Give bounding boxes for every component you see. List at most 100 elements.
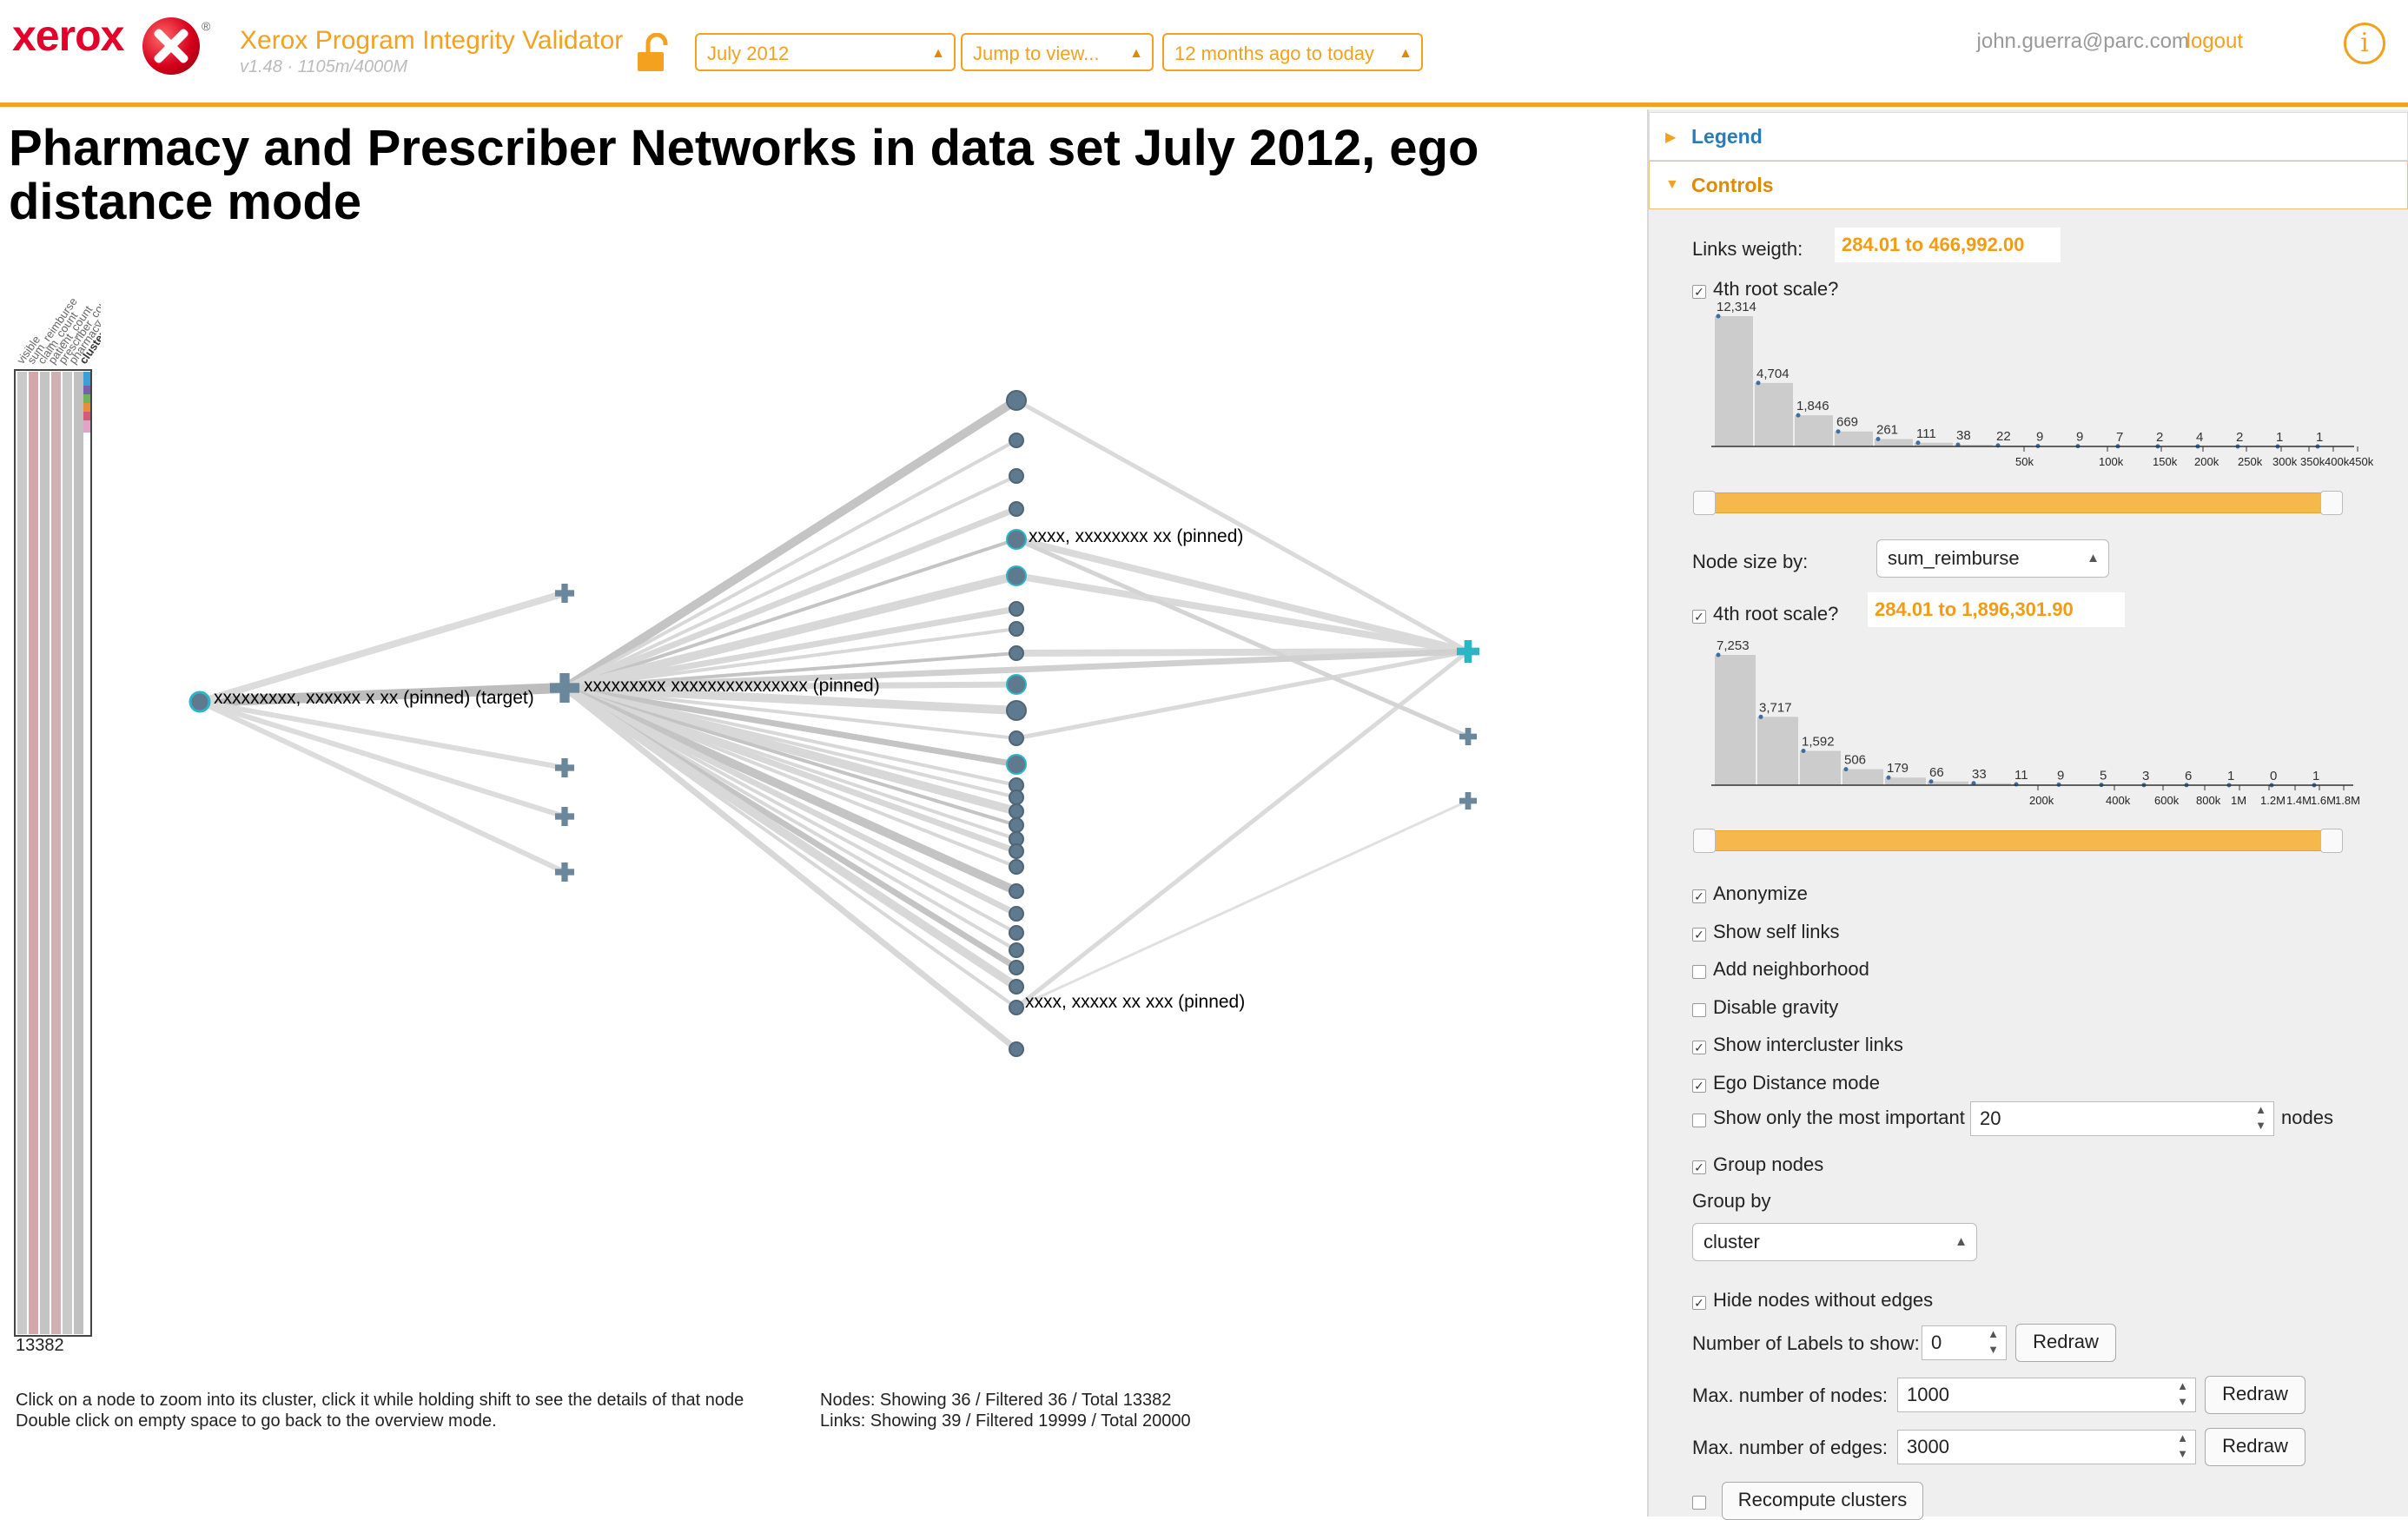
histogram-tick-label: 250k: [2238, 455, 2263, 468]
graph-link: [565, 688, 1016, 987]
histogram-count: 2: [2156, 430, 2163, 445]
pharmacy-node[interactable]: [555, 862, 574, 882]
app-header: xerox ® Xerox Program Integrity Validato…: [0, 0, 2408, 107]
node-size-select[interactable]: sum_reimburse ▲: [1876, 539, 2109, 578]
slider-max-handle[interactable]: [2320, 829, 2343, 853]
prescriber-node-label: xxxx, xxxxx xx xxx (pinned): [1025, 992, 1245, 1012]
recompute-clusters-checkbox[interactable]: [1692, 1496, 1706, 1510]
option-label: Disable gravity: [1713, 996, 1838, 1019]
pharmacy-node[interactable]: [555, 584, 574, 603]
pharmacy-node[interactable]: [555, 758, 574, 777]
node-root-scale-checkbox[interactable]: ✓: [1692, 610, 1706, 624]
prescriber-node[interactable]: [1009, 1001, 1023, 1014]
graph-nodes[interactable]: [190, 391, 1479, 1056]
histogram-count: 1,592: [1802, 735, 1835, 750]
prescriber-node[interactable]: [1009, 943, 1023, 957]
prescriber-node[interactable]: [1007, 566, 1026, 585]
option-checkbox[interactable]: [1692, 965, 1706, 979]
controls-accordion-header[interactable]: ▼ Controls: [1649, 161, 2408, 209]
prescriber-node[interactable]: [1009, 907, 1023, 921]
node-size-slider[interactable]: [1704, 830, 2332, 851]
max-edges-input[interactable]: 3000 ▲▼: [1897, 1430, 2196, 1464]
histogram-point: [1802, 749, 1806, 753]
slider-min-handle[interactable]: [1693, 829, 1716, 853]
option-checkbox[interactable]: ✓: [1692, 1079, 1706, 1093]
prescriber-node[interactable]: [1009, 804, 1023, 818]
group-nodes-checkbox[interactable]: ✓: [1692, 1160, 1706, 1174]
prescriber-node[interactable]: [1009, 790, 1023, 804]
labels-count-input[interactable]: 0 ▲▼: [1922, 1325, 2007, 1360]
prescriber-node[interactable]: [1009, 502, 1023, 516]
pharmacy-node[interactable]: [555, 807, 574, 826]
pharmacy-node[interactable]: [1459, 728, 1477, 745]
spinner-icon[interactable]: ▲▼: [2177, 1378, 2188, 1410]
histogram-count: 22: [1996, 429, 2011, 444]
most-important-input[interactable]: 20 ▲▼: [1970, 1101, 2274, 1136]
option-checkbox[interactable]: ✓: [1692, 889, 1706, 903]
option-checkbox[interactable]: ✓: [1692, 1041, 1706, 1054]
prescriber-node[interactable]: [1009, 433, 1023, 447]
most-important-checkbox[interactable]: [1692, 1114, 1706, 1127]
histogram-count: 1,846: [1796, 399, 1829, 413]
prescriber-node[interactable]: [1009, 818, 1023, 832]
histogram-bar: [1835, 432, 1873, 446]
graph-link: [565, 400, 1016, 688]
prescriber-node[interactable]: [1007, 530, 1026, 549]
prescriber-node[interactable]: [1009, 860, 1023, 874]
slider-min-handle[interactable]: [1693, 491, 1716, 515]
target-node[interactable]: [190, 692, 209, 711]
option-checkbox[interactable]: [1692, 1003, 1706, 1017]
histogram-tick-label: 800k: [2196, 794, 2221, 807]
hide-nodes-checkbox[interactable]: ✓: [1692, 1296, 1706, 1310]
prescriber-node[interactable]: [1009, 469, 1023, 483]
unlock-icon[interactable]: [636, 33, 674, 71]
spinner-icon[interactable]: ▲▼: [1988, 1326, 1999, 1358]
time-range-select[interactable]: 12 months ago to today ▲: [1162, 33, 1423, 71]
most-important-label: Show only the most important: [1713, 1107, 1965, 1129]
histogram-bar: [1715, 316, 1753, 446]
info-icon[interactable]: i: [2344, 23, 2385, 64]
prescriber-node[interactable]: [1009, 980, 1023, 994]
jump-to-view-select[interactable]: Jump to view... ▲: [961, 33, 1154, 71]
prescriber-node[interactable]: [1009, 646, 1023, 660]
prescriber-node[interactable]: [1009, 731, 1023, 745]
links-root-scale-checkbox[interactable]: ✓: [1692, 285, 1706, 299]
max-nodes-input[interactable]: 1000 ▲▼: [1897, 1378, 2196, 1412]
slider-max-handle[interactable]: [2320, 491, 2343, 515]
prescriber-node[interactable]: [1009, 884, 1023, 898]
group-nodes-label: Group nodes: [1713, 1153, 1823, 1176]
select-arrows-icon: ▲: [1399, 35, 1412, 73]
spinner-icon[interactable]: ▲▼: [2255, 1102, 2266, 1133]
prescriber-node[interactable]: [1009, 622, 1023, 636]
prescriber-node-label: xxxx, xxxxxxxx xx (pinned): [1029, 526, 1243, 546]
redraw-nodes-button[interactable]: Redraw: [2205, 1376, 2305, 1414]
legend-accordion-header[interactable]: ▶ Legend: [1649, 112, 2408, 161]
redraw-labels-button[interactable]: Redraw: [2015, 1324, 2116, 1362]
prescriber-node[interactable]: [1009, 844, 1023, 858]
histogram-count: 6: [2185, 769, 2192, 783]
histogram-point: [1887, 776, 1891, 780]
dataset-select[interactable]: July 2012 ▲: [695, 33, 956, 71]
prescriber-node[interactable]: [1007, 701, 1026, 720]
prescriber-node[interactable]: [1009, 1042, 1023, 1056]
prescriber-node[interactable]: [1009, 602, 1023, 616]
histogram-count: 4,704: [1756, 367, 1789, 381]
prescriber-node[interactable]: [1007, 391, 1026, 410]
prescriber-node[interactable]: [1007, 755, 1026, 774]
prescriber-node[interactable]: [1009, 961, 1023, 975]
network-graph[interactable]: xxxxxxxxx, xxxxxx x xx (pinned) (target)…: [0, 252, 1633, 1120]
prescriber-node[interactable]: [1007, 675, 1026, 694]
redraw-edges-button[interactable]: Redraw: [2205, 1428, 2305, 1466]
histogram-point: [1717, 314, 1721, 319]
histogram-count: 1: [2227, 769, 2234, 783]
recompute-clusters-button[interactable]: Recompute clusters: [1722, 1482, 1923, 1520]
spinner-icon[interactable]: ▲▼: [2177, 1431, 2188, 1462]
links-weight-slider[interactable]: [1704, 492, 2332, 513]
logout-link[interactable]: logout: [2186, 30, 2243, 54]
prescriber-node[interactable]: [1009, 926, 1023, 940]
option-checkbox[interactable]: ✓: [1692, 928, 1706, 942]
pharmacy-node[interactable]: [1459, 792, 1477, 810]
group-by-select[interactable]: cluster ▲: [1692, 1223, 1977, 1261]
